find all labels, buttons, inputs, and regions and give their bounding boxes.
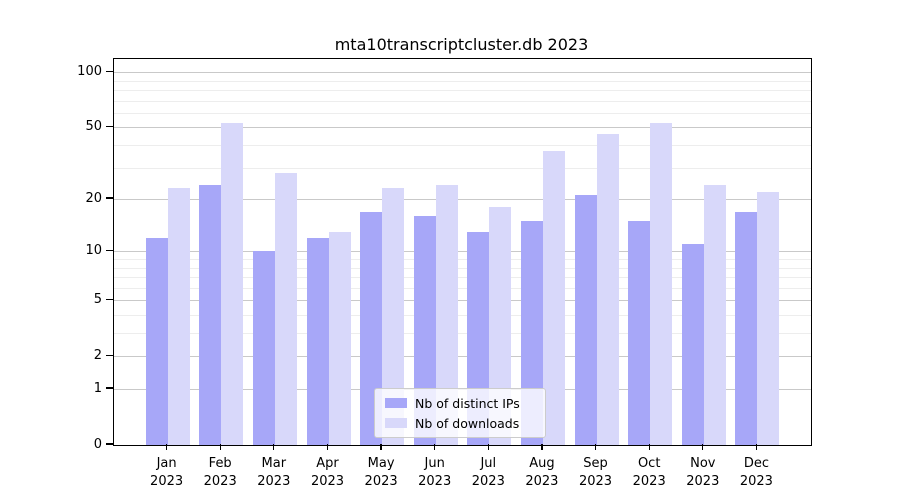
y-tick-mark (106, 354, 113, 356)
y-minor-gridline (114, 80, 811, 82)
y-major-gridline (114, 300, 811, 302)
y-minor-gridline (114, 267, 811, 269)
x-tick-mark (648, 444, 650, 450)
y-minor-gridline (114, 145, 811, 147)
y-tick-label: 50 (85, 118, 102, 134)
bar-distinct-ips-jan (145, 237, 168, 445)
y-tick-mark (106, 197, 113, 199)
y-tick-mark (106, 70, 113, 72)
bar-distinct-ips-may (360, 211, 383, 445)
y-tick-label: 2 (93, 347, 102, 363)
x-tick-label-mar: Mar 2023 (257, 456, 291, 490)
legend-label-distinct-ips: Nb of distinct IPs (415, 395, 520, 411)
bar-distinct-ips-apr (306, 237, 329, 445)
x-tick-label-aug: Aug 2023 (525, 456, 559, 490)
legend-swatch-downloads (385, 418, 407, 428)
x-tick-mark (380, 444, 382, 450)
bar-distinct-ips-sep (574, 195, 597, 445)
bar-downloads-jun (435, 185, 458, 445)
y-major-gridline (114, 72, 811, 74)
bar-downloads-jul (489, 207, 512, 445)
y-minor-gridline (114, 287, 811, 289)
x-tick-mark (755, 444, 758, 450)
plot-area: Nb of distinct IPs Nb of downloads (113, 58, 812, 446)
y-minor-gridline (114, 167, 811, 169)
bar-distinct-ips-feb (199, 185, 222, 445)
x-tick-label-nov: Nov 2023 (686, 456, 720, 490)
bar-distinct-ips-jun (413, 216, 436, 445)
x-tick-label-apr: Apr 2023 (310, 456, 345, 490)
bar-distinct-ips-nov (681, 244, 704, 445)
y-tick-label: 1 (93, 380, 102, 396)
y-minor-gridline (114, 315, 811, 316)
y-major-gridline (114, 251, 811, 253)
y-major-gridline (114, 127, 811, 129)
y-tick-mark (106, 125, 113, 128)
x-tick-mark (434, 444, 436, 450)
x-tick-mark (702, 444, 704, 450)
x-tick-mark (594, 444, 597, 450)
x-tick-label-jun: Jun 2023 (418, 456, 452, 490)
x-tick-label-dec: Dec 2023 (739, 456, 773, 490)
x-tick-label-sep: Sep 2023 (578, 456, 613, 490)
legend-swatch-distinct-ips (385, 398, 407, 408)
legend-row: Nb of downloads (385, 416, 534, 431)
bar-distinct-ips-mar (252, 251, 275, 445)
y-minor-gridline (114, 100, 811, 102)
bar-downloads-mar (274, 173, 297, 445)
bar-downloads-jan (167, 188, 190, 445)
bar-downloads-dec (757, 191, 780, 445)
y-minor-gridline (114, 259, 811, 260)
x-tick-label-jan: Jan 2023 (150, 456, 184, 490)
y-tick-label: 100 (77, 63, 102, 79)
legend-label-downloads: Nb of downloads (415, 415, 520, 431)
y-tick-label: 10 (85, 242, 102, 258)
chart-title: mta10transcriptcluster.db 2023 (334, 35, 589, 54)
x-tick-label-may: May 2023 (364, 456, 398, 490)
y-minor-gridline (114, 333, 811, 334)
y-minor-gridline (114, 277, 811, 278)
y-tick-label: 5 (93, 291, 102, 307)
bar-downloads-sep (596, 134, 619, 445)
x-tick-label-feb: Feb 2023 (203, 456, 237, 490)
y-tick-mark (106, 249, 113, 251)
bar-distinct-ips-dec (735, 211, 758, 445)
x-tick-label-oct: Oct 2023 (632, 456, 666, 490)
y-minor-gridline (114, 113, 811, 114)
bar-downloads-nov (703, 185, 726, 445)
y-tick-label: 0 (93, 436, 102, 452)
x-tick-mark (273, 444, 275, 450)
x-tick-label-jul: Jul 2023 (471, 456, 505, 490)
x-tick-mark (541, 444, 543, 450)
y-major-gridline (114, 199, 811, 201)
legend: Nb of distinct IPs Nb of downloads (374, 388, 546, 438)
y-minor-gridline (114, 90, 811, 92)
bar-downloads-oct (650, 122, 673, 445)
x-tick-mark (219, 444, 221, 450)
x-tick-mark (326, 444, 329, 450)
x-tick-mark (165, 444, 168, 450)
y-tick-label: 20 (85, 190, 102, 206)
y-tick-mark (106, 387, 113, 389)
bar-distinct-ips-oct (628, 221, 651, 445)
bar-downloads-may (382, 188, 405, 445)
x-tick-mark (487, 444, 489, 450)
y-tick-mark (106, 298, 113, 300)
y-tick-mark (106, 443, 113, 445)
bar-downloads-feb (221, 122, 244, 445)
bar-downloads-aug (542, 151, 565, 445)
y-major-gridline (114, 356, 811, 358)
legend-row: Nb of distinct IPs (385, 396, 534, 411)
bar-downloads-apr (328, 231, 351, 445)
